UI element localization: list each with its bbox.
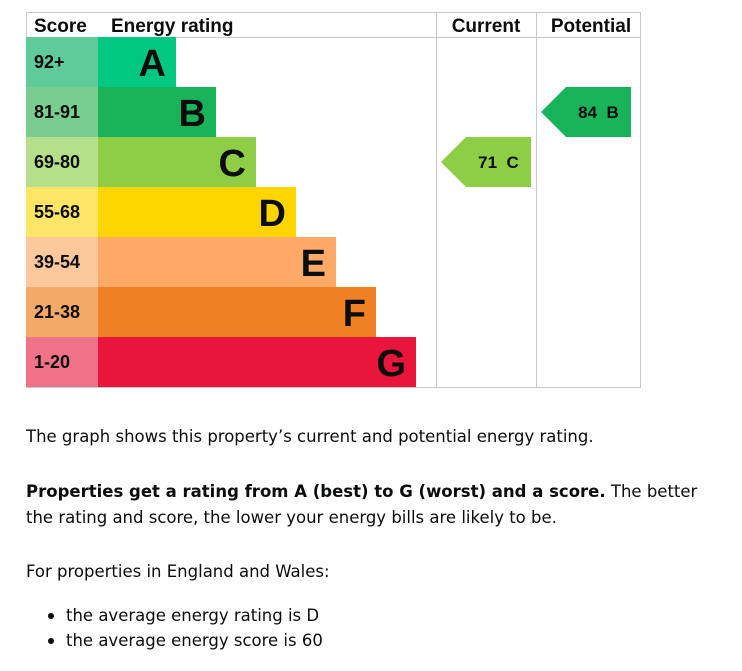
- graph-description: The graph shows this property’s current …: [26, 427, 594, 446]
- potential-marker-label: 84 B: [578, 103, 619, 122]
- rating-bar-a: [98, 37, 176, 87]
- header-score: Score: [34, 16, 87, 37]
- score-range-d: 55-68: [34, 202, 80, 222]
- rating-explanation-rest: The better the rating and score, the low…: [26, 482, 698, 527]
- score-range-g: 1-20: [34, 352, 70, 372]
- header-current: Current: [452, 16, 521, 37]
- score-range-f: 21-38: [34, 302, 80, 322]
- rating-letter-b: B: [179, 93, 206, 135]
- rating-letter-g: G: [376, 343, 406, 385]
- average-score-item: the average energy score is 60: [26, 628, 323, 653]
- score-cell-a: [26, 37, 98, 87]
- rating-bar-d: [98, 187, 296, 237]
- potential-marker: [541, 87, 631, 137]
- average-rating-item: the average energy rating is D: [26, 603, 323, 628]
- average-list: the average energy rating is D the avera…: [26, 603, 323, 653]
- score-cell-g: [26, 337, 98, 387]
- score-range-b: 81-91: [34, 102, 80, 122]
- rating-explanation-bold: Properties get a rating from A (best) to…: [26, 482, 606, 501]
- current-marker-label: 71 C: [478, 153, 519, 172]
- score-range-c: 69-80: [34, 152, 80, 172]
- header-energy-rating: Energy rating: [111, 16, 233, 37]
- rating-letter-c: C: [219, 143, 246, 185]
- rating-bar-c: [98, 137, 256, 187]
- score-cell-e: [26, 237, 98, 287]
- current-marker: [441, 137, 531, 187]
- england-wales-intro: For properties in England and Wales:: [26, 562, 330, 581]
- rating-bar-b: [98, 87, 216, 137]
- score-cell-f: [26, 287, 98, 337]
- rating-bar-f: [98, 287, 376, 337]
- rating-letter-a: A: [139, 43, 166, 85]
- score-cell-b: [26, 87, 98, 137]
- rating-bar-e: [98, 237, 336, 287]
- rating-bar-g: [98, 337, 416, 387]
- energy-rating-chart: Score Energy rating Current Potential 92…: [26, 12, 641, 388]
- rating-explanation: Properties get a rating from A (best) to…: [26, 479, 726, 531]
- score-range-a: 92+: [34, 52, 65, 72]
- score-cell-d: [26, 187, 98, 237]
- rating-letter-d: D: [259, 193, 286, 235]
- rating-letter-f: F: [343, 293, 366, 335]
- score-cell-c: [26, 137, 98, 187]
- score-range-e: 39-54: [34, 252, 80, 272]
- rating-letter-e: E: [301, 243, 326, 285]
- header-potential: Potential: [551, 16, 631, 37]
